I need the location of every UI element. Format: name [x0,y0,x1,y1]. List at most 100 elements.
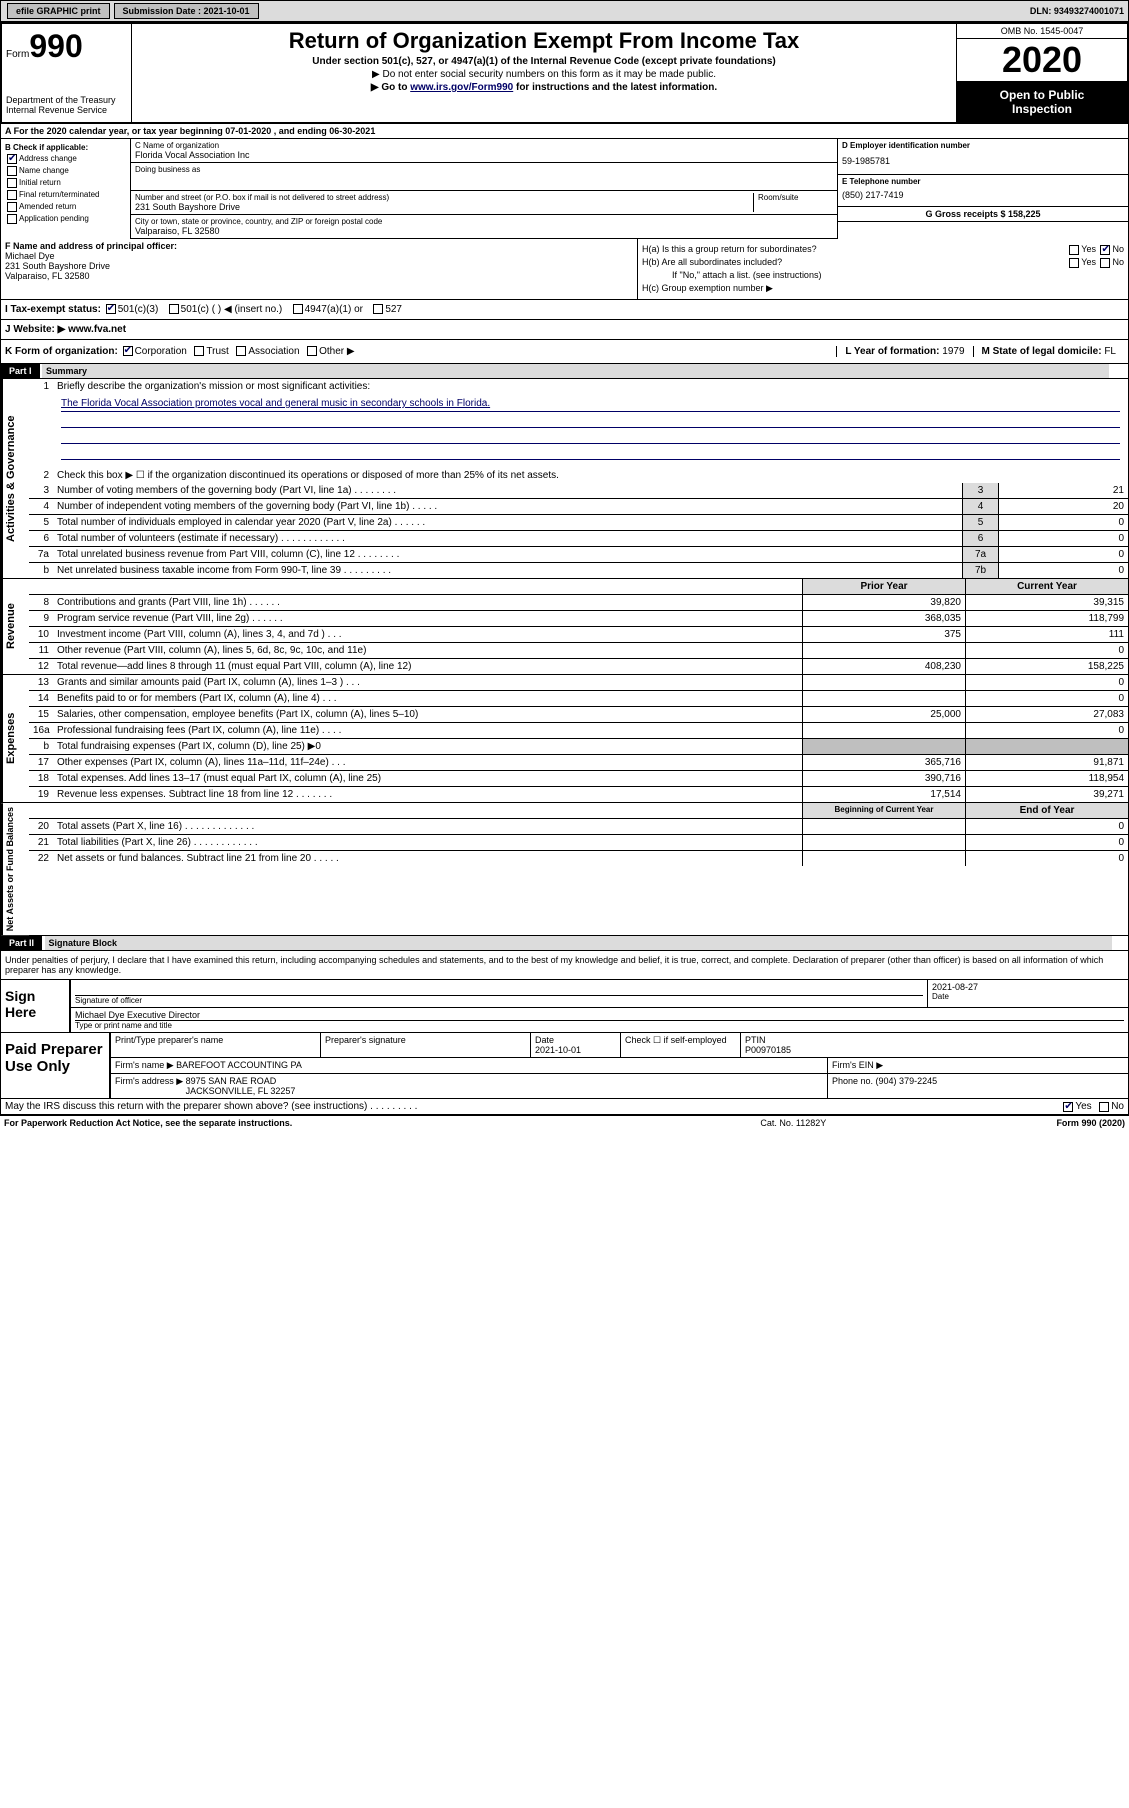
part2-header: Part II Signature Block [0,936,1129,951]
prior-hdr: Prior Year [802,579,965,594]
street: 231 South Bayshore Drive [135,202,753,212]
mission-link[interactable]: The Florida Vocal Association promotes v… [61,398,490,409]
vert-net: Net Assets or Fund Balances [1,803,29,935]
chk-final[interactable]: Final return/terminated [5,190,126,200]
sig-date-lbl: Date [932,992,1124,1001]
form-title: Return of Organization Exempt From Incom… [136,28,952,54]
vert-exp: Expenses [1,675,29,802]
org-name: Florida Vocal Association Inc [135,150,833,160]
part2-label: Part II [1,936,42,950]
tax-status-row: I Tax-exempt status: 501(c)(3) 501(c) ( … [0,300,1129,320]
room-label: Room/suite [758,193,833,202]
top-bar: efile GRAPHIC print Submission Date : 20… [0,0,1129,22]
chk-address[interactable]: Address change [5,154,126,164]
form-num: 990 [29,28,82,64]
footer-mid: Cat. No. 11282Y [530,1118,1056,1128]
prep-date: 2021-10-01 [535,1045,581,1055]
sub1: Under section 501(c), 527, or 4947(a)(1)… [136,56,952,67]
f-h-block: F Name and address of principal officer:… [0,239,1129,300]
prep-date-lbl: Date [535,1035,554,1045]
phone-lbl: Phone no. [832,1076,876,1086]
firm-name: BAREFOOT ACCOUNTING PA [176,1060,302,1070]
hb-line: H(b) Are all subordinates included? Yes … [642,257,1124,267]
l-section: L Year of formation: 1979 [836,346,972,357]
part1-header: Part I Summary [0,364,1129,379]
sig-date: 2021-08-27 [932,982,1124,992]
vert-rev: Revenue [1,579,29,674]
dba-label: Doing business as [135,165,833,174]
website-row: J Website: ▶ www.fva.net [0,320,1129,340]
chk-pending[interactable]: Application pending [5,214,126,224]
ein-cell: D Employer identification number 59-1985… [838,139,1128,175]
f-label: F Name and address of principal officer: [5,241,633,251]
dln: DLN: 93493274001071 [1030,6,1124,16]
phone-cell: E Telephone number (850) 217-7419 [838,175,1128,207]
exp-body: 13Grants and similar amounts paid (Part … [29,675,1128,802]
m-section: M State of legal domicile: FL [973,346,1124,357]
firm-phone: (904) 379-2245 [876,1076,938,1086]
footer-left: For Paperwork Reduction Act Notice, see … [4,1118,530,1128]
revenue-section: Revenue Prior Year Current Year 8Contrib… [0,579,1129,675]
row-a: A For the 2020 calendar year, or tax yea… [0,124,1129,139]
chk-amended[interactable]: Amended return [5,202,126,212]
form-number: Form990 [6,28,127,65]
main-grid: B Check if applicable: Address change Na… [0,139,1129,239]
footer-right: Form 990 (2020) [1056,1118,1125,1128]
vert-ag: Activities & Governance [1,379,29,578]
no-label: No [1111,1101,1124,1112]
col-b-header: B Check if applicable: [5,143,126,152]
header-right: OMB No. 1545-0047 2020 Open to Public In… [957,24,1127,122]
rev-body: Prior Year Current Year 8Contributions a… [29,579,1128,674]
firm-addr-lbl: Firm's address ▶ [115,1076,183,1086]
hb-note: If "No," attach a list. (see instruction… [642,270,1124,280]
sig-mid: Signature of officer 2021-08-27 Date Mic… [71,980,1128,1032]
h-block: H(a) Is this a group return for subordin… [638,239,1128,299]
public-inspection: Open to Public Inspection [957,82,1127,122]
efile-label: efile GRAPHIC print [7,3,110,19]
chk-name[interactable]: Name change [5,166,126,176]
part1-title: Summary [42,364,1109,378]
paid-label: Paid Preparer Use Only [1,1033,111,1098]
expenses-section: Expenses 13Grants and similar amounts pa… [0,675,1129,803]
col-b: B Check if applicable: Address change Na… [1,139,131,239]
signature-block: Under penalties of perjury, I declare th… [0,951,1129,1116]
f-value: Michael Dye 231 South Bayshore Drive Val… [5,251,633,281]
col-c: C Name of organization Florida Vocal Ass… [131,139,838,239]
net-header: Beginning of Current Year End of Year [29,803,1128,819]
chk-initial[interactable]: Initial return [5,178,126,188]
ag-body: 1 Briefly describe the organization's mi… [29,379,1128,578]
irs-discuss-text: May the IRS discuss this return with the… [5,1101,1061,1112]
q2: Check this box ▶ ☐ if the organization d… [53,468,1128,483]
k-section: K Form of organization: Corporation Trus… [5,346,836,357]
omb-number: OMB No. 1545-0047 [957,24,1127,39]
submission-date: Submission Date : 2021-10-01 [114,3,259,19]
activities-governance: Activities & Governance 1 Briefly descri… [0,379,1129,579]
net-body: Beginning of Current Year End of Year 20… [29,803,1128,935]
phone: (850) 217-7419 [842,186,1124,204]
firm-addr: 8975 SAN RAE ROAD JACKSONVILLE, FL 32257 [186,1076,296,1096]
hc-line: H(c) Group exemption number ▶ [642,283,1124,294]
city-label: City or town, state or province, country… [135,217,833,226]
i-label: I Tax-exempt status: [5,304,101,315]
sign-here-row: Sign Here Signature of officer 2021-08-2… [1,980,1128,1033]
dba-cell: Doing business as [131,163,838,191]
sub3b: for instructions and the latest informat… [513,82,717,93]
opt-501c3: 501(c)(3) [118,304,159,315]
sign-here: Sign Here [1,980,71,1032]
perjury-text: Under penalties of perjury, I declare th… [1,951,1128,980]
rev-header: Prior Year Current Year [29,579,1128,595]
paid-grid: Print/Type preparer's name Preparer's si… [111,1033,1128,1098]
opt-4947: 4947(a)(1) or [305,304,363,315]
prep-check: Check ☐ if self-employed [625,1035,727,1045]
irs-link[interactable]: www.irs.gov/Form990 [410,82,513,93]
form-header: Form990 Department of the Treasury Inter… [0,22,1129,124]
opt-527: 527 [385,304,402,315]
officer-lbl: Type or print name and title [75,1021,1124,1030]
opt-501c: 501(c) ( ) ◀ (insert no.) [181,304,283,315]
j-website: J Website: ▶ www.fva.net [5,324,1124,335]
net-assets-section: Net Assets or Fund Balances Beginning of… [0,803,1129,936]
street-cell: Number and street (or P.O. box if mail i… [131,191,838,215]
header-mid: Return of Organization Exempt From Incom… [132,24,957,122]
end-hdr: End of Year [965,803,1128,818]
ptin-lbl: PTIN [745,1035,766,1045]
